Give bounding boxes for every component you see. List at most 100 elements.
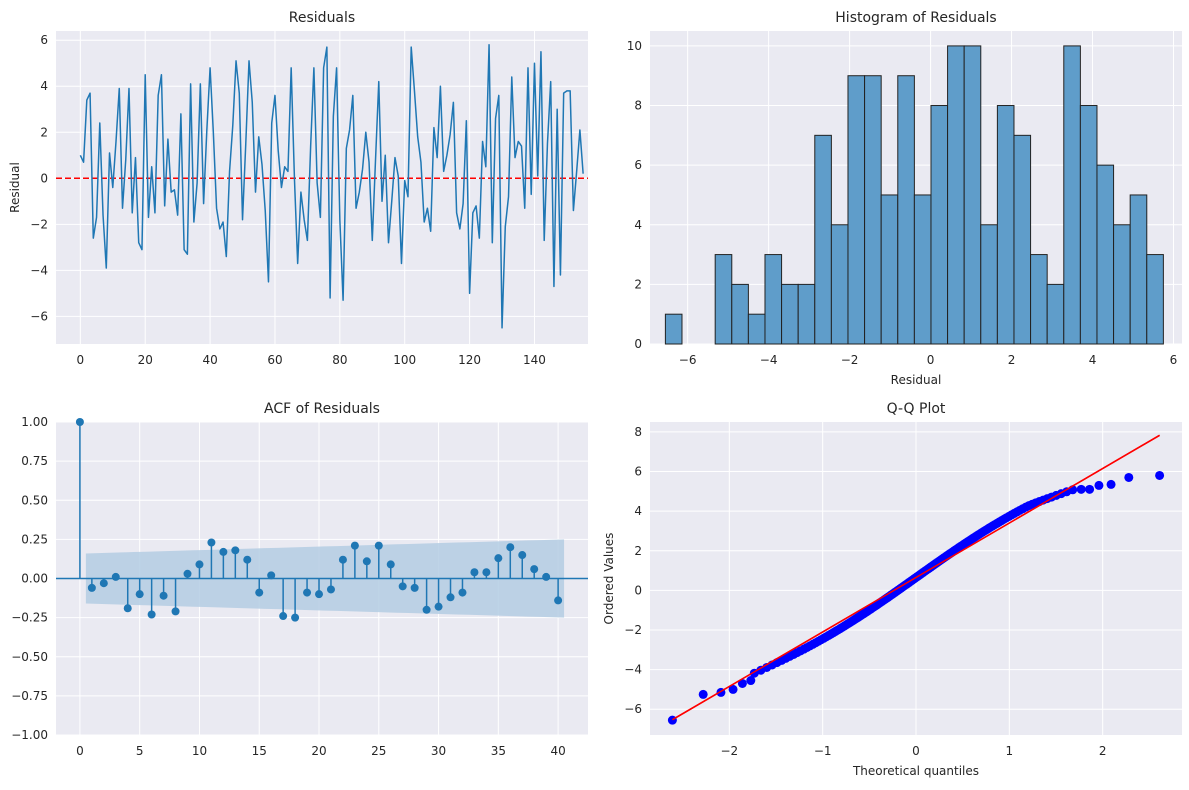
histogram-bar [764,254,783,345]
y-tick-label: 2 [40,125,48,139]
histogram-bar [897,75,915,345]
x-tick-label: 0 [912,744,920,758]
x-tick-label: 6 [1170,353,1178,367]
histogram-bar [1113,224,1131,345]
histogram-bar [664,313,683,345]
acf-marker [362,557,371,566]
acf-marker [255,588,264,597]
acf-marker [147,610,156,619]
x-tick-label: −2 [720,744,738,758]
acf-marker [326,585,335,594]
y-tick-label: 4 [40,79,48,93]
x-tick-label: 0 [77,353,85,367]
acf-panel: 0 5 10 15 20 25 30 35 40 −1.00 −0.75 −0.50 −0.25 0.00… [11,401,588,758]
x-tick-label: 15 [252,744,267,758]
acf-marker [291,613,300,622]
y-tick-label: 1.00 [21,415,48,429]
qq-point [1155,470,1165,480]
acf-marker [410,583,419,592]
qq-title: Q-Q Plot [887,401,946,417]
histogram-bar [947,45,965,345]
x-tick-label: 5 [136,744,144,758]
x-tick-label: 0 [76,744,84,758]
x-tick-label: 1 [1006,744,1014,758]
histogram-bar [797,283,816,345]
y-tick-label: 2 [634,277,642,291]
y-tick-label: −0.50 [11,650,48,664]
acf-marker [99,579,108,588]
acf-marker [374,541,383,550]
acf-marker [350,541,359,550]
acf-marker [279,612,288,621]
y-tick-label: −6 [30,309,48,323]
histogram-bar [930,105,949,345]
y-tick-label: −4 [624,663,642,677]
acf-marker [243,555,252,564]
histogram-bar [747,313,766,345]
acf-marker [135,590,144,599]
y-tick-label: 0.50 [21,493,48,507]
acf-marker [219,547,228,556]
qq-point [698,689,708,699]
qq-point [737,678,747,688]
residuals-ylabel: Residual [8,162,22,213]
x-tick-label: −4 [760,353,778,367]
y-tick-label: 0.25 [21,532,48,546]
x-tick-label: −1 [814,744,832,758]
acf-marker [482,568,491,577]
histogram-panel: −6 −4 −2 0 2 4 6 0 2 4 6 8 10 Histogram of Residuals… [627,10,1182,387]
acf-marker [458,588,467,597]
histogram-bar [880,194,899,345]
histogram-bar [1129,194,1148,345]
histogram-bar [864,75,882,345]
acf-marker [422,605,431,614]
acf-marker [518,551,527,560]
x-tick-label: 4 [1089,353,1097,367]
acf-marker [446,593,455,602]
x-tick-label: 30 [431,744,446,758]
y-tick-label: −6 [624,702,642,716]
histogram-xlabel: Residual [891,373,942,387]
acf-marker [542,572,551,581]
histogram-bar [963,45,982,345]
histogram-bar [814,134,832,345]
qq-point [728,684,738,694]
histogram-bar [980,224,998,345]
y-tick-label: −1.00 [11,728,48,742]
acf-marker [315,590,324,599]
x-tick-label: 100 [393,353,416,367]
qq-point [1124,472,1134,482]
histogram-bar [1046,283,1065,345]
histogram-bar [731,283,749,345]
acf-title: ACF of Residuals [264,401,380,417]
x-tick-label: −2 [841,353,859,367]
residuals-title: Residuals [289,10,355,26]
acf-marker [75,418,84,426]
qq-ylabel: Ordered Values [602,533,616,625]
acf-marker [470,568,479,577]
histogram-bar [1063,45,1081,345]
acf-marker [386,560,395,569]
acf-marker [494,554,503,563]
y-tick-label: 0.00 [21,572,48,586]
y-tick-label: 0 [634,337,642,351]
x-tick-label: 0 [927,353,935,367]
residuals-panel: 0 20 40 60 80 100 120 140 −6 −4 −2 0 2 4 6 Residuals R… [8,10,588,367]
acf-marker [207,538,216,547]
qq-fit-line-overlay [672,434,1160,721]
qq-point [1106,479,1116,489]
histogram-bar [1079,105,1098,345]
acf-marker [183,569,192,578]
x-tick-label: −6 [679,353,697,367]
x-tick-label: 2 [1008,353,1016,367]
y-tick-label: 8 [634,425,642,439]
histogram-bar [1030,254,1048,345]
acf-marker [267,571,276,580]
y-tick-label: 4 [634,504,642,518]
residuals-series-line [79,44,584,329]
y-tick-label: −2 [30,217,48,231]
y-tick-label: −0.25 [11,611,48,625]
x-tick-label: 10 [192,744,207,758]
y-tick-label: 10 [627,39,642,53]
